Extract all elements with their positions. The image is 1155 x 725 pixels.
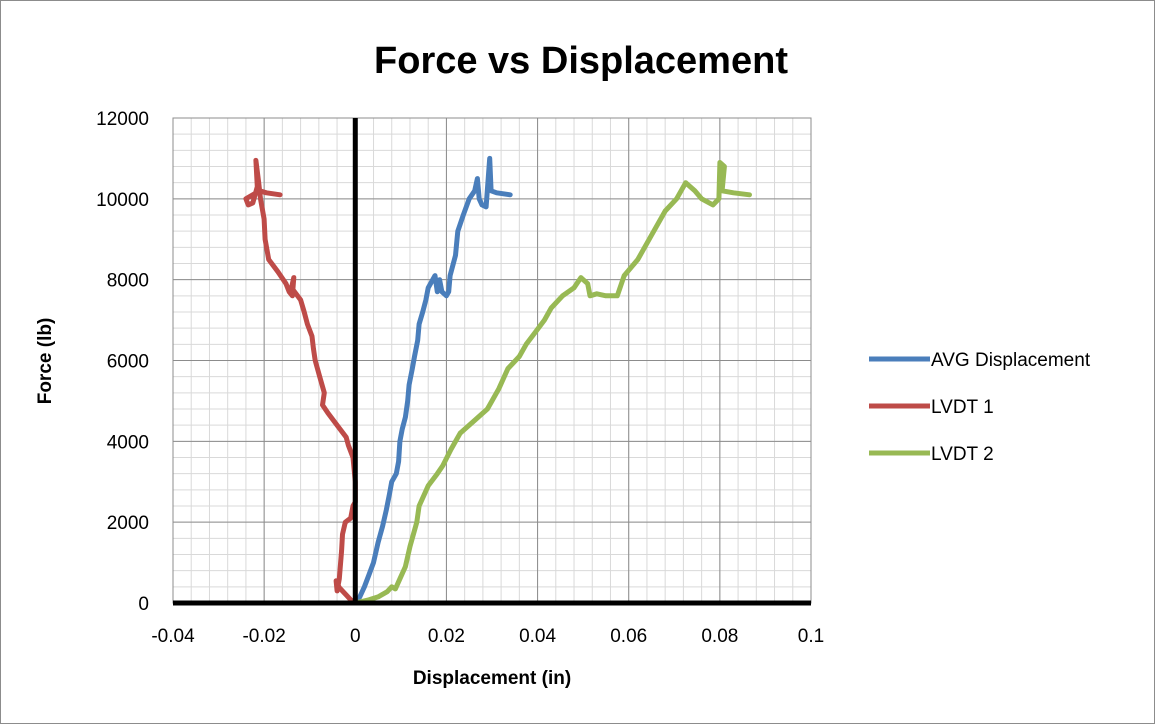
x-tick-label: 0.06: [610, 626, 647, 647]
y-tick-label: 6000: [107, 352, 149, 373]
y-axis-title: Force (lb): [35, 318, 56, 405]
legend-label: LVDT 1: [931, 397, 994, 418]
series-line-3: [352, 160, 752, 606]
x-tick-label: -0.02: [242, 626, 285, 647]
x-tick-label: 0.08: [701, 626, 738, 647]
y-tick-label: 10000: [96, 190, 149, 211]
series-line-1: [352, 155, 513, 606]
legend-label: LVDT 2: [931, 444, 994, 465]
y-tick-labels: 0 2000 4000 6000 8000 10000 12000: [96, 109, 149, 615]
y-tick-label: 8000: [107, 271, 149, 292]
x-tick-label: 0: [350, 626, 361, 647]
y-tick-label: 2000: [107, 513, 149, 534]
series-layer: [243, 155, 752, 606]
series-line-2: [243, 157, 358, 606]
y-tick-label: 12000: [96, 109, 149, 130]
legend-label: AVG Displacement: [931, 350, 1091, 371]
legend: AVG Displacement LVDT 1 LVDT 2: [869, 350, 1091, 465]
x-tick-label: 0.04: [519, 626, 556, 647]
x-tick-label: 0.1: [798, 626, 824, 647]
x-tick-label: -0.04: [151, 626, 195, 647]
x-tick-label: 0.02: [428, 626, 465, 647]
y-tick-label: 4000: [107, 432, 149, 453]
chart-title: Force vs Displacement: [374, 40, 788, 82]
y-tick-label: 0: [138, 594, 149, 615]
axes-layer: [173, 118, 811, 606]
x-tick-labels: -0.04 -0.02 0 0.02 0.04 0.06 0.08 0.1: [151, 626, 824, 647]
x-axis-title: Displacement (in): [413, 668, 571, 689]
